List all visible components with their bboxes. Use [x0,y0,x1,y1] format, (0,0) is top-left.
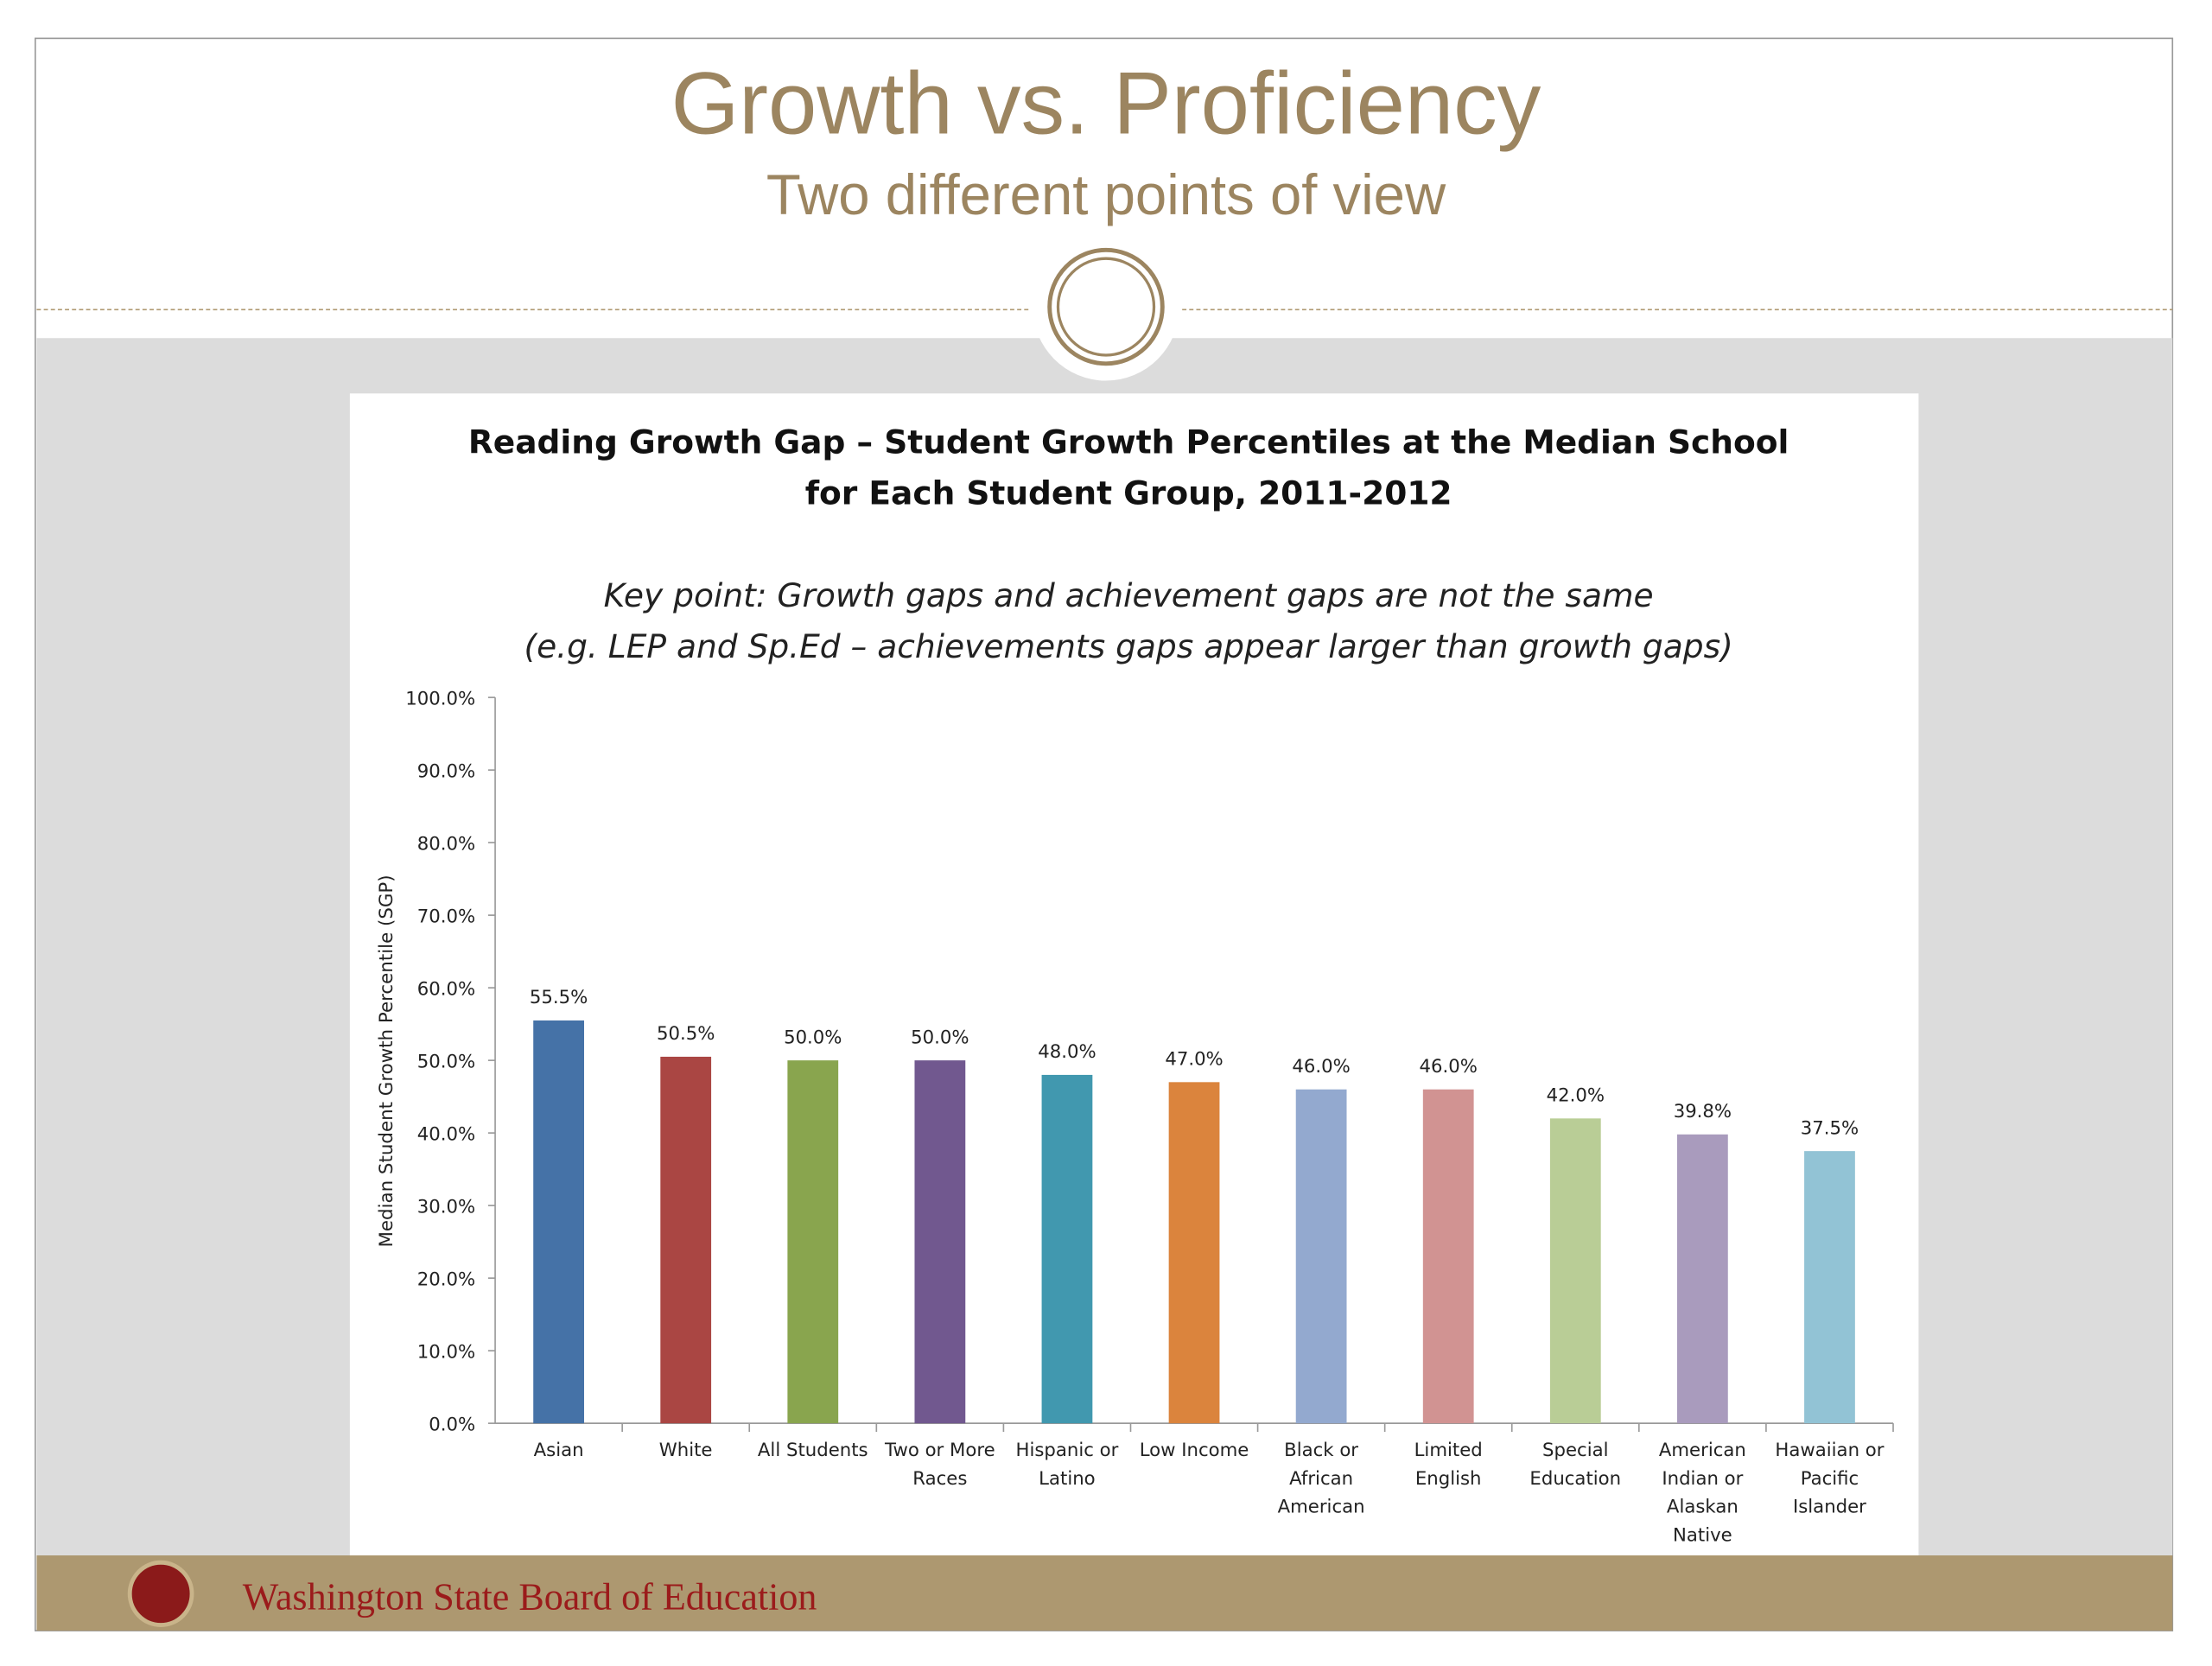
bar [1041,1074,1093,1424]
x-tick-label-box: White [658,1440,713,1462]
footer-band [36,1555,2173,1631]
x-tick-label-box: Hawaiian or Pacific Islander [1775,1440,1885,1519]
bar [660,1056,712,1424]
y-tick-label: 20.0% [417,1269,475,1290]
bar [1168,1082,1220,1424]
bar [1549,1118,1601,1424]
x-tick-label-box: Limited English [1414,1440,1483,1491]
x-tick-label: Two or More Races [885,1440,995,1491]
value-label: 50.0% [784,1027,842,1048]
y-tick-label: 0.0% [429,1414,475,1435]
value-label: 47.0% [1165,1049,1223,1071]
y-axis-label: Median Student Growth Percentile (SGP) [376,874,397,1247]
value-label: 55.5% [530,987,588,1008]
ornament [1047,247,1165,366]
x-tick-label-box: Asian [533,1440,584,1462]
value-label: 50.0% [911,1027,969,1048]
x-tick-label-box: Special Education [1529,1440,1622,1491]
bar [1804,1151,1855,1424]
slide-subtitle: Two different points of view [766,163,1446,226]
chart-panel [349,393,1919,1556]
y-tick-label: 10.0% [417,1341,475,1363]
logo [127,1560,194,1628]
x-tick-label: Low Income [1139,1440,1249,1462]
bar [1676,1134,1728,1424]
ornament-bg [1033,232,1179,381]
y-tick-label: 30.0% [417,1196,475,1218]
ornament [1056,257,1156,357]
x-tick-label-box: Hispanic or Latino [1015,1440,1119,1491]
x-tick-label-box: American Indian or Alaskan Native [1658,1440,1746,1548]
y-tick-label: 60.0% [417,978,475,1000]
bar [1422,1089,1474,1424]
value-label: 48.0% [1038,1041,1096,1063]
x-tick-label-box: Two or More Races [885,1440,995,1491]
x-tick-label: White [658,1440,713,1462]
x-tick-label-box: Black or African American [1277,1440,1365,1519]
bar [914,1060,966,1424]
chart-title: Reading Growth Gap – Student Growth Perc… [468,423,1789,461]
annotation: (e.g. LEP and Sp.Ed – achievements gaps … [524,627,1732,665]
bar [787,1060,839,1424]
y-tick-label: 100.0% [405,688,475,709]
y-tick-label: 50.0% [417,1051,475,1072]
x-tick-label: Hispanic or Latino [1015,1440,1119,1491]
x-tick-label: American Indian or Alaskan Native [1658,1440,1746,1548]
value-label: 50.5% [657,1023,715,1045]
y-tick-label: 90.0% [417,760,475,782]
value-label: 46.0% [1420,1056,1478,1078]
x-tick-label: Hawaiian or Pacific Islander [1775,1440,1885,1519]
value-label: 39.8% [1674,1101,1732,1122]
bar [1295,1089,1347,1424]
x-tick-label: Special Education [1529,1440,1622,1491]
x-tick-label-box: All Students [757,1440,868,1462]
value-label: 42.0% [1547,1085,1605,1107]
chart-title: for Each Student Group, 2011-2012 [805,474,1452,512]
x-tick-label: Asian [533,1440,584,1462]
bar [533,1020,584,1424]
x-tick-label: Limited English [1414,1440,1483,1491]
x-tick-label-box: Low Income [1139,1440,1249,1462]
y-tick-label: 70.0% [417,906,475,927]
value-label: 46.0% [1292,1056,1350,1078]
footer-text: Washington State Board of Education [243,1575,817,1618]
annotation: Key point: Growth gaps and achievement g… [604,576,1654,614]
value-label: 37.5% [1801,1117,1859,1139]
y-tick-label: 40.0% [417,1123,475,1145]
y-tick-label: 80.0% [417,833,475,855]
x-tick-label: Black or African American [1277,1440,1365,1519]
slide-title: Growth vs. Proficiency [671,54,1541,152]
x-tick-label: All Students [757,1440,868,1462]
